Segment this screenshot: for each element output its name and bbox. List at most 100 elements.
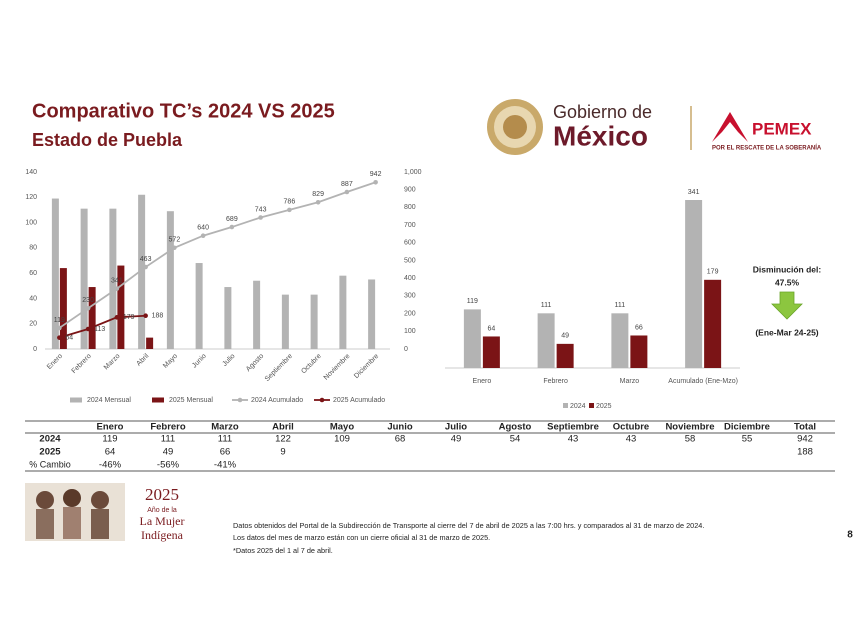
line-marker [200, 233, 206, 239]
y2-tick-label: 500 [404, 257, 416, 264]
cell: 43 [626, 434, 637, 445]
cell: 111 [218, 434, 232, 445]
data-label: 829 [312, 191, 324, 198]
x-tick-label: Junio [191, 353, 208, 370]
bar [117, 265, 125, 349]
x-tick-label: Enero [473, 378, 492, 385]
line-marker [85, 305, 91, 311]
y2-tick-label: 400 [404, 275, 416, 282]
line [59, 314, 146, 339]
bar [281, 294, 289, 349]
line-marker [344, 189, 350, 195]
y-tick-label: 20 [29, 321, 37, 328]
cell: 111 [161, 434, 175, 445]
x-tick-label: Mayo [162, 353, 179, 370]
column-header: Diciembre [724, 422, 770, 433]
bar [339, 275, 347, 349]
line [58, 181, 376, 329]
x-tick-label: Acumulado (Ene-Mzo) [668, 378, 738, 385]
data-label: 743 [255, 206, 267, 213]
callout-period: (Ene-Mar 24-25) [755, 327, 818, 337]
logo-line: La Mujer [140, 514, 185, 528]
column-header: Febrero [150, 422, 186, 433]
logo-line: Año de la [147, 507, 177, 514]
footer-logo [25, 483, 125, 541]
x-tick-label: Febrero [543, 378, 568, 385]
x-tick-label: Julio [221, 353, 236, 368]
x-tick-label: Agosto [245, 353, 265, 373]
logo-year: 2025 [145, 485, 179, 504]
line-marker [287, 207, 292, 213]
data-label: 64 [487, 325, 495, 332]
column-header: Enero [97, 422, 124, 433]
legend-label: 2024 [570, 403, 586, 410]
row-label: 2025 [39, 447, 61, 458]
column-header: Agosto [499, 422, 532, 433]
down-arrow [771, 291, 803, 320]
line-marker [114, 286, 120, 291]
line-marker [85, 326, 91, 332]
legend-swatch [563, 403, 568, 408]
bar [138, 194, 146, 349]
legend-swatch [589, 403, 594, 408]
y2-tick-label: 800 [404, 204, 416, 211]
data-label: 341 [111, 277, 123, 284]
gob-line2: México [553, 120, 648, 151]
bar [88, 287, 96, 349]
bar [146, 337, 154, 349]
data-label: 640 [197, 225, 209, 232]
bar [630, 335, 648, 368]
line-marker [57, 335, 62, 340]
y-tick-label: 60 [29, 270, 37, 277]
line-marker [143, 313, 148, 319]
column-header: Septiembre [547, 422, 599, 433]
y2-tick-label: 200 [404, 310, 416, 317]
x-tick-label: Octubre [300, 353, 323, 376]
bar [80, 208, 88, 349]
column-header: Octubre [613, 422, 649, 433]
bar [310, 294, 318, 349]
page-number: 8 [847, 530, 853, 541]
y2-tick-label: 900 [404, 187, 416, 194]
bar [482, 336, 500, 368]
bar [224, 287, 232, 349]
y-tick-label: 140 [25, 169, 37, 176]
line-marker [57, 325, 62, 331]
callout-label: Disminución del: [753, 264, 822, 274]
data-label: 689 [226, 216, 238, 223]
row-label: % Cambio [29, 459, 71, 469]
data-label: 179 [123, 314, 135, 321]
bar [556, 343, 574, 368]
x-tick-label: Abril [135, 352, 150, 367]
cell: 109 [334, 434, 350, 445]
data-label: 786 [284, 199, 296, 206]
data-label: 64 [65, 335, 73, 342]
column-header: Junio [387, 422, 413, 433]
y2-tick-label: 1,000 [404, 169, 422, 176]
seal [487, 99, 543, 155]
cell: 68 [395, 434, 406, 445]
data-label: 66 [635, 324, 643, 331]
y2-tick-label: 0 [404, 346, 408, 353]
cell: 54 [510, 434, 521, 445]
cell: 58 [685, 434, 696, 445]
cell: 66 [220, 447, 231, 458]
cell: 49 [163, 447, 174, 458]
cell: 119 [102, 434, 117, 445]
x-tick-label: Marzo [103, 353, 122, 372]
bar [195, 263, 203, 349]
bar [537, 313, 555, 368]
x-tick-label: Febrero [71, 353, 93, 375]
note: Los datos del mes de marzo están con un … [233, 533, 490, 542]
cell: 49 [451, 434, 462, 445]
bar [166, 211, 174, 349]
cell: -41% [214, 460, 237, 471]
legend-label: 2025 Acumulado [333, 397, 385, 404]
row-label: 2024 [39, 434, 61, 445]
column-header: Mayo [330, 422, 354, 433]
legend-swatch [70, 397, 82, 403]
line-marker [143, 264, 148, 270]
bar [685, 200, 703, 368]
cell: 9 [280, 447, 285, 458]
